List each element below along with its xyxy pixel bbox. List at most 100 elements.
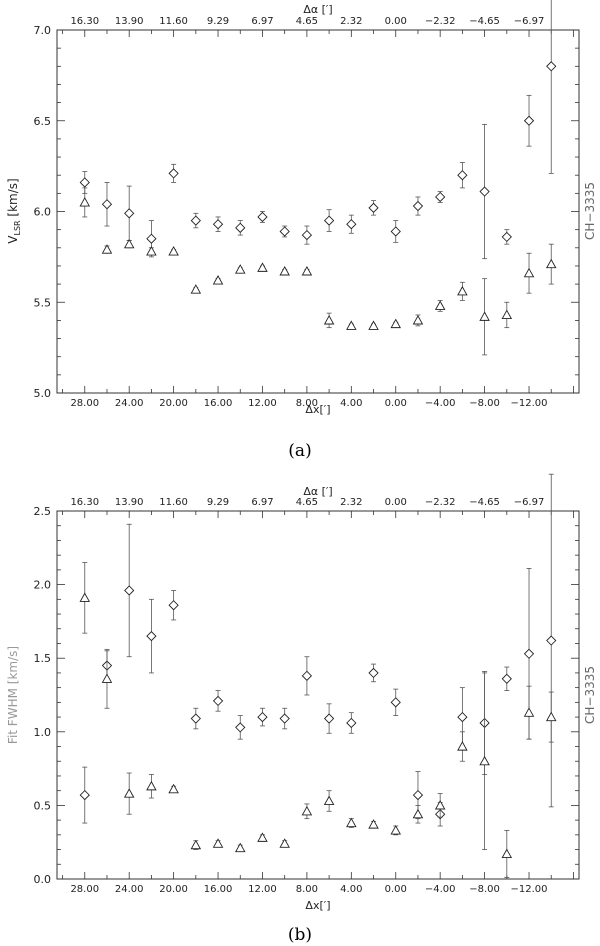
- y-tick-label: 2.5: [34, 505, 52, 518]
- triangle-marker: [257, 262, 268, 272]
- triangle-marker: [412, 808, 424, 819]
- triangle-marker: [501, 309, 513, 320]
- triangle-point: [479, 672, 490, 850]
- top-tick-label: 11.60: [159, 497, 188, 508]
- top-tick-label: 11.60: [159, 16, 188, 27]
- x-tick-label: 4.00: [340, 884, 362, 895]
- triangle-point: [279, 838, 290, 848]
- triangle-point: [390, 318, 402, 329]
- diamond-point: [323, 703, 335, 734]
- diamond-point: [412, 196, 424, 216]
- diamond-marker: [168, 600, 179, 611]
- triangle-marker: [523, 707, 535, 717]
- diamond-marker: [346, 717, 357, 729]
- triangle-marker: [390, 824, 402, 835]
- triangle-point: [123, 238, 135, 249]
- y-tick-label: 6.0: [34, 206, 52, 219]
- triangle-marker: [301, 265, 313, 276]
- diamond-point: [479, 123, 490, 260]
- diamond-marker: [390, 226, 401, 237]
- x-tick-label: 8.00: [296, 398, 318, 409]
- top-tick-label: 4.65: [296, 497, 318, 508]
- triangle-marker: [101, 244, 113, 254]
- caption-b: (b): [288, 925, 312, 945]
- diamond-point: [212, 690, 224, 712]
- triangle-marker: [190, 839, 202, 850]
- diamond-marker: [546, 635, 557, 646]
- x-tick-label: 8.00: [296, 884, 318, 895]
- triangle-marker: [368, 819, 379, 829]
- diamond-marker: [501, 673, 512, 684]
- tick-marks-a: [57, 29, 579, 394]
- triangle-point: [501, 830, 513, 878]
- triangle-point: [390, 824, 402, 836]
- triangle-marker: [390, 318, 402, 329]
- diamond-marker: [457, 711, 468, 723]
- diamond-marker: [212, 219, 224, 230]
- top-axis-label-b: Δα [′]: [303, 485, 332, 498]
- x-tick-label: 28.00: [70, 398, 99, 409]
- x-tick-label: 20.00: [159, 884, 188, 895]
- triangle-marker: [479, 755, 490, 766]
- diamond-marker: [479, 186, 490, 197]
- diamond-point: [79, 766, 90, 824]
- top-tick-label: 13.90: [115, 497, 144, 508]
- triangle-marker: [79, 196, 91, 207]
- diamond-marker: [190, 215, 201, 226]
- diamond-point: [146, 598, 157, 674]
- top-tick-label: 16.30: [70, 497, 99, 508]
- diamond-point: [212, 216, 224, 232]
- x-tick-label: −8.00: [469, 884, 500, 895]
- triangle-point: [234, 264, 246, 274]
- triangle-marker: [479, 311, 490, 321]
- diamond-point: [279, 707, 290, 730]
- x-tick-label: 24.00: [115, 884, 144, 895]
- triangle-marker: [212, 838, 224, 848]
- triangle-point: [434, 300, 446, 312]
- triangle-marker: [301, 805, 313, 816]
- x-tick-label: 16.00: [204, 398, 233, 409]
- top-tick-label: 13.90: [115, 16, 144, 27]
- triangle-marker: [212, 275, 224, 285]
- top-tick-label: 9.29: [207, 16, 229, 27]
- diamond-marker: [412, 200, 424, 212]
- top-tick-label: −4.65: [469, 16, 500, 27]
- x-tick-label: 28.00: [70, 884, 99, 895]
- data-points-a: [79, 0, 557, 356]
- triangle-point: [501, 301, 513, 329]
- diamond-point: [257, 211, 268, 223]
- triangle-point: [234, 842, 246, 853]
- diamond-point: [235, 220, 246, 236]
- top-tick-label: 0.00: [385, 16, 407, 27]
- diamond-point: [501, 666, 512, 691]
- diamond-marker: [146, 233, 157, 244]
- diamond-marker: [257, 711, 268, 723]
- diamond-point: [390, 688, 401, 717]
- diamond-point: [323, 209, 335, 232]
- triangle-point: [212, 838, 224, 848]
- triangle-marker: [501, 848, 513, 859]
- top-axis-label-a: Δα [′]: [303, 3, 332, 16]
- triangle-marker: [412, 314, 424, 325]
- data-points-b: [79, 473, 557, 878]
- triangle-marker: [146, 780, 157, 791]
- diamond-marker: [146, 630, 157, 642]
- x-tick-label: 0.00: [385, 884, 407, 895]
- top-tick-label: 4.65: [296, 16, 318, 27]
- triangle-point: [346, 320, 357, 330]
- top-tick-label: −4.65: [469, 497, 500, 508]
- triangle-marker: [234, 842, 246, 853]
- top-tick-label: −2.32: [425, 16, 456, 27]
- triangle-point: [545, 691, 557, 743]
- top-tick-label: −6.97: [514, 497, 545, 508]
- diamond-marker: [235, 222, 246, 233]
- top-tick-label: −6.97: [514, 16, 545, 27]
- diamond-marker: [368, 202, 379, 214]
- triangle-point: [190, 284, 202, 294]
- source-label-a: CH−3335: [583, 182, 597, 240]
- x-tick-label: −8.00: [469, 398, 500, 409]
- triangle-point: [123, 772, 135, 815]
- triangle-point: [257, 262, 268, 272]
- diamond-point: [279, 225, 290, 238]
- triangle-point: [146, 246, 157, 256]
